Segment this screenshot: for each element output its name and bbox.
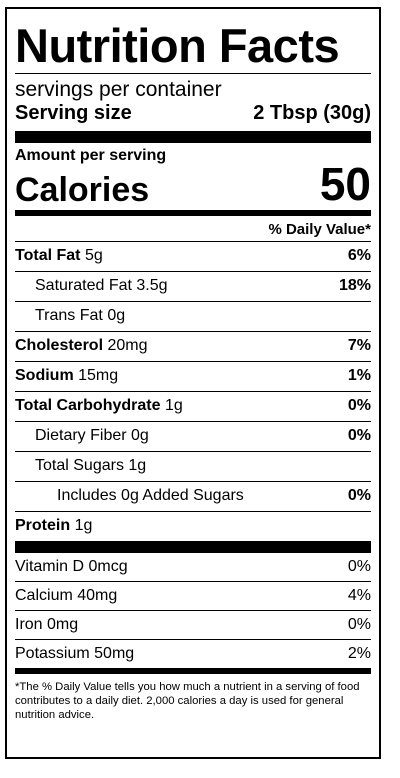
nutrient-label: Total Fat [15,247,81,265]
divider-medium [15,209,371,216]
calories-label: Calories [15,170,150,209]
nutrient-name: Total Sugars 1g [15,457,146,475]
vitamin-daily-value: 0% [347,615,371,633]
nutrition-label: Nutrition Facts servings per container S… [5,7,381,759]
nutrient-row: Total Fat 5g 6% [15,242,371,272]
serving-size-row: Serving size 2 Tbsp (30g) [15,101,371,125]
divider-thick [15,131,371,144]
nutrient-row: Dietary Fiber 0g 0% [15,422,371,452]
vitamin-name: Vitamin D 0mcg [15,557,128,575]
nutrient-row: Trans Fat 0g [15,302,371,332]
footnote: *The % Daily Value tells you how much a … [15,680,360,721]
nutrient-amount: 15mg [78,367,119,385]
nutrient-label: Sodium [15,367,74,385]
vitamin-list: Vitamin D 0mcg 0% Calcium 40mg 4% Iron 0mg 0%… [15,553,371,668]
nutrient-name: Total Fat 5g [15,247,103,265]
nutrient-amount: 1g [74,517,93,535]
nutrient-name: Total Carbohydrate 1g [15,397,183,415]
nutrient-daily-value: 0% [347,427,371,445]
nutrient-name: Saturated Fat 3.5g [15,277,168,295]
calories-value: 50 [319,157,371,210]
nutrient-amount: 5g [84,247,103,265]
nutrient-label: Trans Fat [35,307,103,325]
nutrient-row: Protein 1g [15,512,371,541]
nutrient-row: Saturated Fat 3.5g 18% [15,272,371,302]
nutrient-daily-value: 6% [347,247,371,265]
nutrient-row: Total Sugars 1g [15,452,371,482]
nutrient-row: Total Carbohydrate 1g 0% [15,392,371,422]
nutrient-daily-value: 0% [347,397,371,415]
nutrient-list: Total Fat 5g 6% Saturated Fat 3.5g 18% Trans… [15,242,371,541]
nutrient-label: Total Carbohydrate [15,397,161,415]
vitamin-daily-value: 0% [347,557,371,575]
vitamin-name: Calcium 40mg [15,586,118,604]
nutrient-name: Protein 1g [15,517,92,535]
nutrient-label: Total Sugars [35,457,124,475]
servings-per-container: servings per container [15,78,222,101]
vitamin-daily-value: 4% [347,586,371,604]
divider-thick [15,540,371,553]
nutrient-amount: 0g [107,307,126,325]
nutrient-label: Cholesterol [15,337,104,355]
label-title: Nutrition Facts [15,19,340,72]
nutrient-amount: 20mg [107,337,148,355]
serving-size-label: Serving size [15,102,132,125]
nutrient-amount: 3.5g [136,277,168,295]
divider-medium [15,667,371,674]
vitamin-row: Iron 0mg 0% [15,611,371,640]
vitamin-name: Potassium 50mg [15,644,135,662]
nutrient-label: Saturated Fat [35,277,132,295]
vitamin-row: Potassium 50mg 2% [15,640,371,668]
nutrient-amount: 1g [164,397,183,415]
nutrient-name: Cholesterol 20mg [15,337,148,355]
vitamin-daily-value: 2% [347,644,371,662]
nutrient-daily-value: 7% [347,337,371,355]
nutrient-label: Protein [15,517,71,535]
nutrient-label: Includes 0g Added Sugars [57,487,244,505]
nutrient-row: Sodium 15mg 1% [15,362,371,392]
serving-size-value: 2 Tbsp (30g) [253,102,371,125]
daily-value-header: % Daily Value* [15,216,371,242]
vitamin-name: Iron 0mg [15,615,79,633]
nutrient-amount: 1g [128,457,147,475]
nutrient-daily-value: 1% [347,367,371,385]
nutrient-label: Dietary Fiber [35,427,127,445]
calories-row: Calories 50 [15,161,371,207]
nutrient-name: Includes 0g Added Sugars [15,487,244,505]
nutrient-name: Dietary Fiber 0g [15,427,149,445]
nutrient-row: Includes 0g Added Sugars 0% [15,482,371,512]
nutrient-daily-value: 0% [347,487,371,505]
vitamin-row: Vitamin D 0mcg 0% [15,553,371,582]
nutrient-daily-value: 18% [338,277,371,295]
nutrient-row: Cholesterol 20mg 7% [15,332,371,362]
nutrient-amount: 0g [131,427,149,445]
nutrient-name: Trans Fat 0g [15,307,125,325]
nutrient-name: Sodium 15mg [15,367,118,385]
divider [15,73,371,74]
vitamin-row: Calcium 40mg 4% [15,582,371,611]
amount-per-serving: Amount per serving [15,147,167,165]
